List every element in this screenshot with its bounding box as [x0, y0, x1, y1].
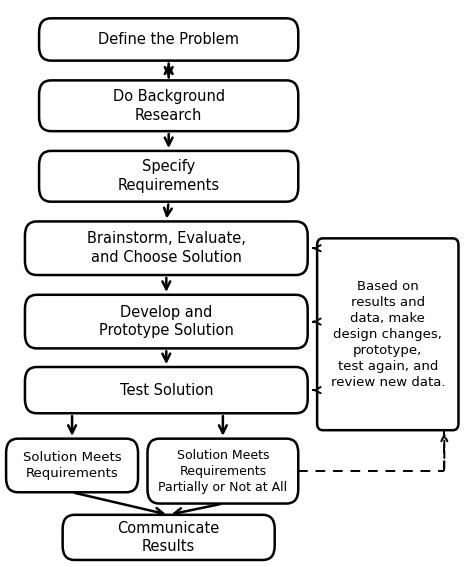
Text: Develop and
Prototype Solution: Develop and Prototype Solution — [99, 305, 234, 338]
Text: Specify
Requirements: Specify Requirements — [118, 159, 220, 193]
FancyBboxPatch shape — [63, 515, 275, 560]
FancyBboxPatch shape — [39, 81, 298, 131]
Text: Test Solution: Test Solution — [119, 383, 213, 397]
Text: Solution Meets
Requirements
Partially or Not at All: Solution Meets Requirements Partially or… — [158, 448, 287, 494]
Text: Do Background
Research: Do Background Research — [113, 89, 225, 122]
Text: Solution Meets
Requirements: Solution Meets Requirements — [23, 451, 121, 480]
FancyBboxPatch shape — [147, 439, 298, 503]
FancyBboxPatch shape — [25, 367, 308, 413]
FancyBboxPatch shape — [6, 439, 138, 492]
Text: Based on
results and
data, make
design changes,
prototype,
test again, and
revie: Based on results and data, make design c… — [330, 280, 445, 389]
FancyBboxPatch shape — [39, 151, 298, 202]
Text: Communicate
Results: Communicate Results — [118, 521, 220, 554]
FancyBboxPatch shape — [25, 295, 308, 348]
FancyBboxPatch shape — [25, 222, 308, 275]
FancyBboxPatch shape — [317, 238, 458, 430]
Text: Brainstorm, Evaluate,
and Choose Solution: Brainstorm, Evaluate, and Choose Solutio… — [87, 231, 246, 265]
Text: Define the Problem: Define the Problem — [98, 32, 239, 47]
FancyBboxPatch shape — [39, 18, 298, 61]
